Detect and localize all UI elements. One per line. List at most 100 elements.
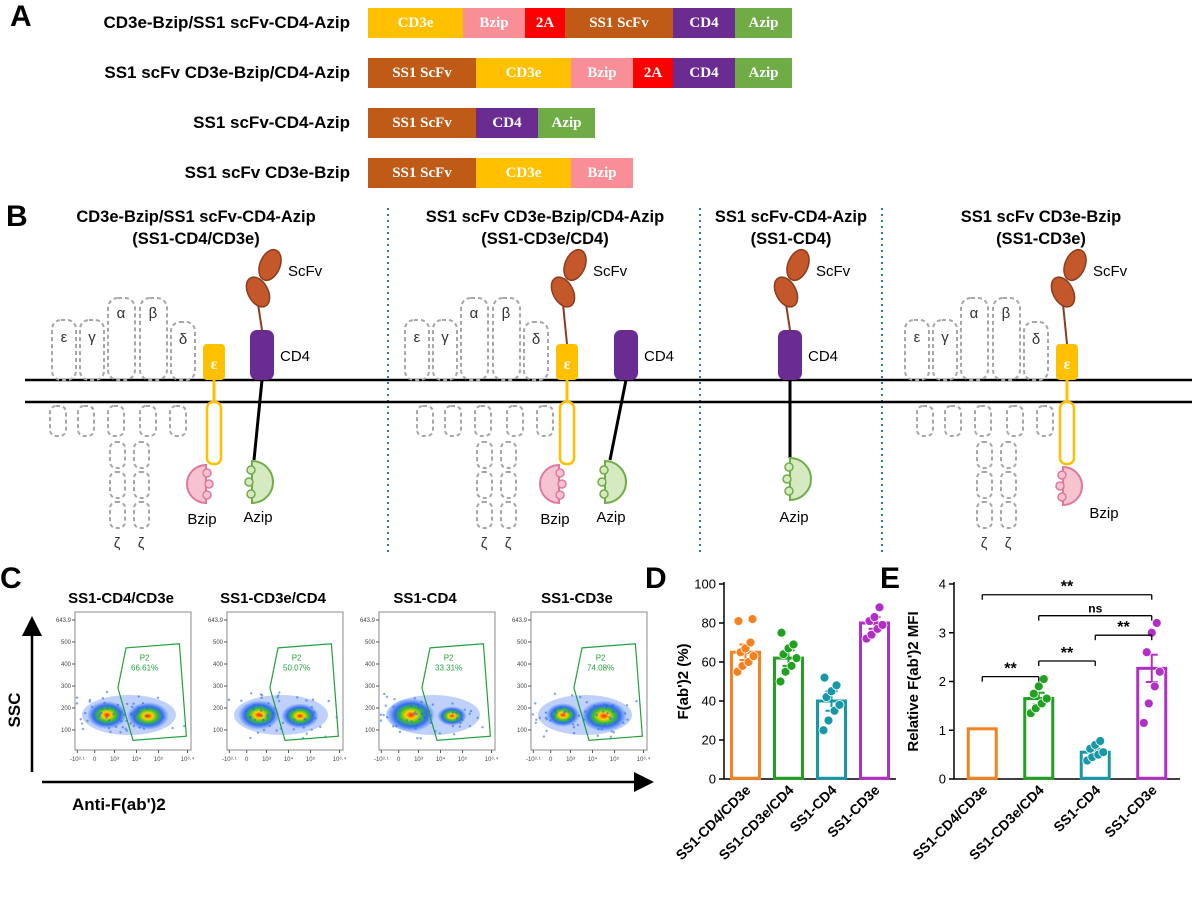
scfv-label: ScFv — [816, 263, 851, 280]
subpanel-2-title: SS1 scFv CD3e-Bzip/CD4-Azip — [426, 208, 664, 226]
density-cluster-negative — [387, 698, 435, 732]
data-point — [1154, 666, 1165, 677]
density-dot — [80, 722, 84, 725]
density-dot — [137, 695, 140, 698]
panel-e-label: E — [880, 562, 901, 595]
gate-percent: 50.07% — [283, 663, 310, 672]
flow-plot: SS1-CD3e P2 74.08% 643.9 500 400 300 200 100 -10³… — [501, 590, 653, 787]
data-point — [823, 715, 834, 726]
construct-segment-2a: 2A — [633, 58, 673, 88]
x-tick-label: 10⁶·⁴ — [181, 756, 195, 763]
data-point — [776, 627, 787, 638]
density-dot — [116, 703, 120, 707]
construct-bar: SS1 ScFv CD3e Bzip — [368, 158, 633, 188]
cd4-box — [250, 330, 274, 380]
y-tick-label: 200 — [517, 706, 528, 712]
density-dot — [413, 697, 416, 700]
flow-plot: SS1-CD3e/CD4 P2 50.07% 643.9 500 400 300 200 100… — [197, 590, 349, 787]
density-dot — [244, 716, 247, 719]
density-dot — [132, 724, 136, 728]
density-dot — [577, 714, 581, 717]
bzip-blob — [1055, 466, 1083, 506]
density-dot — [554, 712, 558, 715]
category-label: SS1-CD4/CD3e — [672, 782, 753, 863]
bar-chart-D: 0 20 40 60 80 100 F(ab')2 (%) SS1-CD4/CD3eSS1-C… — [672, 577, 896, 863]
density-dot — [572, 726, 576, 729]
density-dot — [622, 721, 625, 725]
density-dot — [593, 704, 596, 708]
data-point — [733, 616, 744, 626]
density-dot — [419, 737, 422, 740]
density-dot — [458, 725, 462, 728]
data-point — [791, 653, 802, 663]
cd4-box — [614, 330, 638, 380]
density-dot — [600, 728, 604, 731]
density-dot — [314, 716, 317, 720]
construct-bar: CD3e Bzip 2A SS1 ScFv CD4 Azip — [368, 8, 792, 38]
data-point — [834, 699, 845, 710]
scfv-linker — [562, 303, 568, 345]
data-point — [1143, 698, 1154, 709]
data-point — [1028, 688, 1039, 699]
y-tick-label: 2 — [939, 674, 946, 689]
construct-segment-cd4: CD4 — [673, 58, 735, 88]
density-dot — [130, 712, 133, 715]
y-tick-label: 60 — [702, 655, 716, 670]
density-cluster-negative — [87, 701, 127, 729]
significance-label: ** — [1061, 645, 1074, 662]
density-dot — [260, 694, 264, 697]
density-dot — [268, 724, 272, 728]
density-dot — [260, 696, 263, 700]
density-dot — [136, 710, 139, 713]
data-point — [775, 676, 786, 687]
data-point — [786, 661, 797, 671]
construct-row: CD3e-Bzip/SS1 scFv-CD4-Azip CD3e Bzip 2A SS1… — [0, 8, 860, 38]
density-dot — [266, 715, 269, 718]
density-dot — [156, 696, 160, 699]
density-dot — [227, 698, 231, 701]
density-dot — [568, 718, 571, 721]
density-dot — [262, 728, 266, 732]
density-dot — [90, 705, 94, 709]
y-tick-label: 500 — [61, 640, 72, 646]
density-dot — [256, 731, 260, 735]
bzip-blob — [539, 464, 567, 504]
construct-segment-bzip: Bzip — [463, 8, 525, 38]
data-point — [818, 725, 829, 736]
density-dot — [75, 696, 79, 699]
density-dot — [292, 708, 296, 711]
density-dot — [105, 716, 108, 719]
density-dot — [423, 711, 426, 714]
density-dot — [142, 727, 146, 730]
cd3e-box — [203, 344, 225, 380]
data-point — [819, 672, 830, 683]
y-tick-label: 3 — [939, 625, 946, 640]
y-tick-label: 400 — [61, 662, 72, 668]
subpanel-1-subtitle: (SS1-CD4/CD3e) — [132, 230, 259, 248]
density-dot — [563, 710, 567, 713]
density-dot — [121, 726, 124, 729]
density-dot — [245, 710, 248, 713]
density-dot — [625, 704, 629, 707]
scfv-label: ScFv — [593, 263, 628, 280]
significance-label: ns — [1088, 602, 1102, 616]
construct-segment-cd3e: CD3e — [476, 158, 571, 188]
construct-segment-azip: Azip — [538, 108, 595, 138]
density-dot — [120, 710, 123, 714]
azip-blob — [597, 460, 627, 504]
density-dot — [385, 695, 389, 699]
density-dot — [469, 709, 473, 713]
bar — [773, 656, 804, 780]
bar — [966, 727, 998, 780]
density-dot — [393, 697, 396, 701]
x-tick-label: 0 — [397, 757, 401, 763]
data-point — [747, 614, 758, 624]
density-dot — [571, 723, 575, 726]
density-dot — [98, 713, 101, 716]
y-axis-label: Relative F(ab')2 MFI — [905, 611, 922, 751]
construct-segment-bzip: Bzip — [571, 158, 633, 188]
gate-label: P2 — [292, 653, 302, 662]
density-dot — [415, 724, 419, 728]
